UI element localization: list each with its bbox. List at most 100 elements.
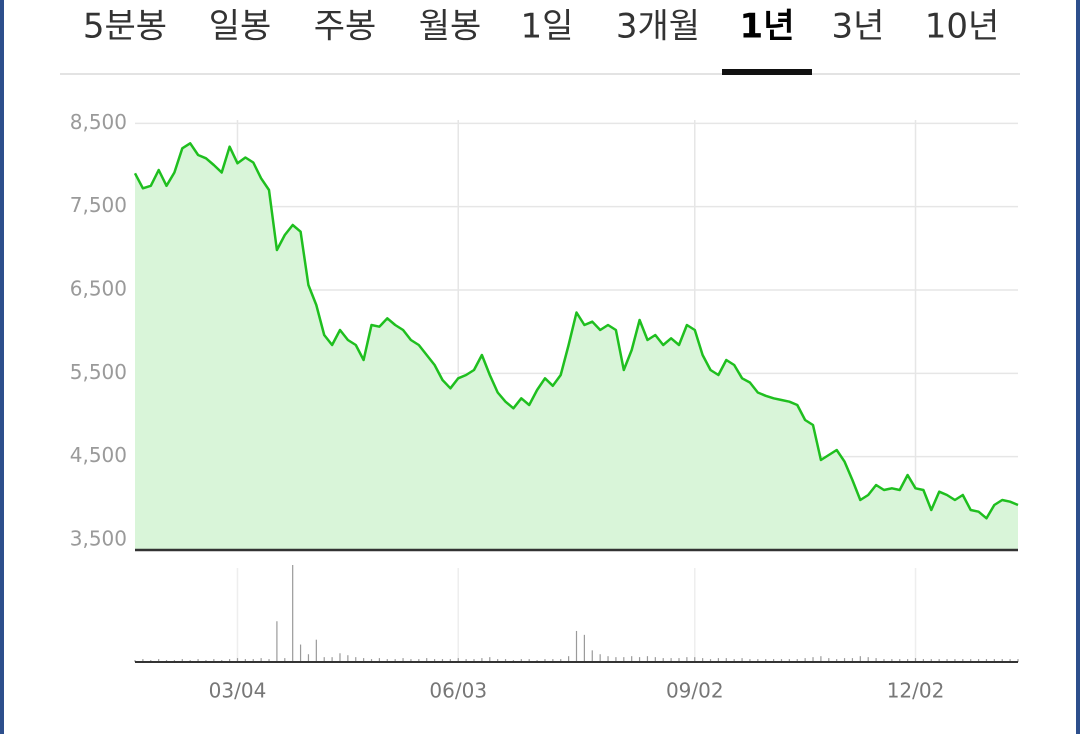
- tab[interactable]: 월봉: [419, 7, 482, 47]
- y-tick-label: 7,500: [70, 193, 127, 217]
- volume-bar: [418, 659, 420, 662]
- x-tick-label: 06/03: [429, 679, 487, 703]
- volume-bar: [355, 657, 357, 662]
- volume-bar: [654, 657, 656, 662]
- y-tick-label: 6,500: [70, 277, 127, 301]
- volume-bar: [552, 659, 554, 662]
- volume-bar: [631, 656, 633, 662]
- price-line: [133, 142, 1019, 520]
- volume-bar: [867, 657, 869, 662]
- volume-bar: [339, 653, 341, 662]
- volume-bar: [244, 659, 246, 662]
- volume-bar: [292, 565, 294, 662]
- volume-bar: [662, 658, 664, 662]
- volume-bar: [899, 659, 901, 662]
- volume-bar: [970, 659, 972, 662]
- screen-edge: [0, 0, 4, 734]
- volume-bar: [828, 658, 830, 662]
- volume-bar: [347, 655, 349, 662]
- volume-bar: [922, 659, 924, 662]
- tab[interactable]: 10년: [925, 7, 1000, 47]
- volume-bar: [599, 654, 601, 662]
- y-tick-label: 3,500: [70, 527, 127, 551]
- volume-bar: [709, 659, 712, 662]
- volume-bar: [725, 658, 727, 662]
- tab[interactable]: 주봉: [314, 7, 377, 47]
- volume-bar: [363, 658, 365, 662]
- volume-bar: [457, 658, 459, 662]
- volume-bar: [378, 658, 381, 662]
- tab[interactable]: 1년: [740, 7, 795, 47]
- tab[interactable]: 3년: [832, 7, 885, 47]
- volume-bar: [749, 659, 751, 662]
- y-tick-label: 4,500: [70, 443, 127, 467]
- tab[interactable]: 일봉: [209, 7, 272, 47]
- volume-bar: [804, 658, 806, 662]
- volume-bar: [560, 659, 562, 662]
- volume-bar: [331, 657, 333, 662]
- volume-bar: [370, 659, 373, 662]
- volume-bar: [1001, 659, 1003, 662]
- active-tab-underline: [722, 69, 812, 75]
- volume-bar: [1009, 659, 1011, 662]
- volume-bar: [158, 659, 160, 662]
- volume-bar: [544, 659, 546, 662]
- volume-bar: [386, 659, 388, 662]
- volume-bar: [473, 659, 475, 662]
- volume-bar: [757, 659, 759, 662]
- volume-bar: [504, 659, 507, 662]
- volume-bar: [236, 658, 239, 662]
- tab[interactable]: 3개월: [616, 7, 700, 47]
- volume-bar: [623, 657, 625, 662]
- volume-bar: [820, 656, 822, 662]
- volume-bar: [315, 639, 317, 662]
- tab[interactable]: 1일: [521, 7, 574, 47]
- volume-bar: [765, 659, 767, 662]
- volume-bar: [229, 659, 231, 662]
- volume-bar: [646, 656, 649, 662]
- volume-bar: [954, 659, 956, 662]
- volume-bar: [410, 659, 412, 662]
- volume-bar: [930, 659, 932, 662]
- volume-bar: [717, 658, 720, 662]
- volume-bar: [497, 659, 499, 662]
- screen-edge: [1076, 0, 1080, 734]
- volume-bar: [528, 659, 530, 662]
- volume-bar: [962, 659, 964, 662]
- volume-bar: [441, 659, 444, 662]
- volume-bar: [788, 659, 790, 662]
- volume-bar: [702, 658, 704, 662]
- volume-bar: [733, 659, 735, 662]
- volume-bar: [843, 658, 846, 662]
- volume-bar: [284, 658, 286, 662]
- volume-bar: [875, 658, 877, 662]
- volume-bar: [859, 656, 861, 662]
- volume-bar: [977, 659, 980, 662]
- volume-bar: [615, 657, 617, 662]
- volume-bar: [686, 657, 688, 662]
- volume-bar: [993, 659, 995, 662]
- volume-bar: [142, 659, 144, 662]
- volume-bar: [449, 659, 451, 662]
- y-tick-label: 8,500: [70, 110, 127, 134]
- volume-bar: [780, 659, 783, 662]
- volume-bar: [213, 659, 215, 662]
- volume-bar: [520, 659, 522, 662]
- volume-bar: [812, 657, 814, 662]
- volume-bar: [694, 657, 696, 662]
- volume-bar: [883, 659, 885, 662]
- volume-bar: [638, 657, 641, 662]
- tab[interactable]: 5분봉: [83, 7, 167, 47]
- volume-bar: [307, 654, 310, 662]
- volume-bar: [914, 658, 917, 662]
- volume-bar: [1017, 659, 1019, 662]
- volume-bar: [575, 630, 578, 662]
- volume-bar: [938, 659, 940, 662]
- volume-bar: [433, 659, 436, 662]
- volume-bar: [394, 659, 396, 662]
- volume-bar: [299, 644, 302, 662]
- volume-bar: [583, 634, 585, 662]
- volume-bar: [568, 656, 570, 662]
- volume-bar: [276, 621, 278, 662]
